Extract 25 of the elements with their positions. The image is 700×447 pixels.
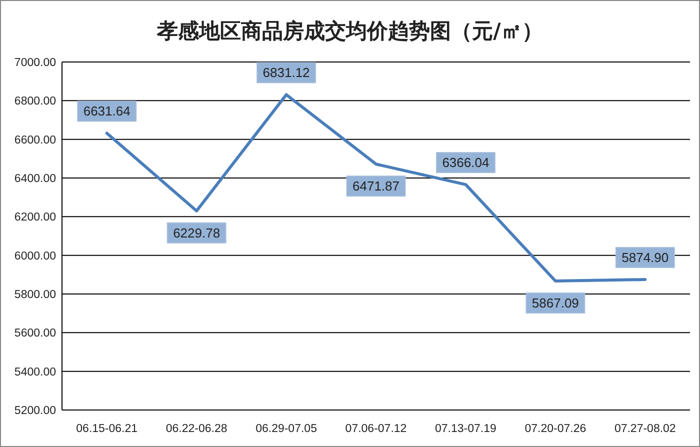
chart-title: 孝感地区商品房成交均价趋势图（元/㎡） xyxy=(156,19,543,43)
y-tick-label: 6800.00 xyxy=(14,96,56,108)
y-tick-label: 6000.00 xyxy=(14,250,56,262)
data-label: 6631.64 xyxy=(83,104,130,119)
y-tick-label: 5800.00 xyxy=(14,289,56,301)
data-label: 6366.04 xyxy=(442,155,490,170)
data-label: 6831.12 xyxy=(262,65,310,80)
x-tick-label: 07.06-07.12 xyxy=(345,423,407,435)
x-tick-label: 07.13-07.19 xyxy=(435,423,496,435)
x-tick-label: 06.22-06.28 xyxy=(166,423,228,435)
x-tick-label: 07.20-07.26 xyxy=(524,423,586,435)
x-tick-label: 06.29-07.05 xyxy=(256,423,317,435)
x-tick-label: 07.27-08.02 xyxy=(614,423,676,435)
y-tick-label: 5600.00 xyxy=(14,328,56,340)
y-tick-label: 5400.00 xyxy=(14,366,56,378)
y-tick-label: 5200.00 xyxy=(14,405,56,417)
data-label: 5867.09 xyxy=(532,296,579,311)
data-label: 5874.90 xyxy=(622,250,669,266)
y-tick-label: 6600.00 xyxy=(14,134,56,146)
data-label: 6229.78 xyxy=(173,225,220,240)
y-tick-label: 6400.00 xyxy=(14,173,56,185)
x-tick-label: 06.15-06.21 xyxy=(76,423,138,435)
y-tick-label: 7000.00 xyxy=(14,57,56,69)
y-tick-label: 6200.00 xyxy=(14,212,56,224)
data-label: 6471.87 xyxy=(352,178,400,194)
